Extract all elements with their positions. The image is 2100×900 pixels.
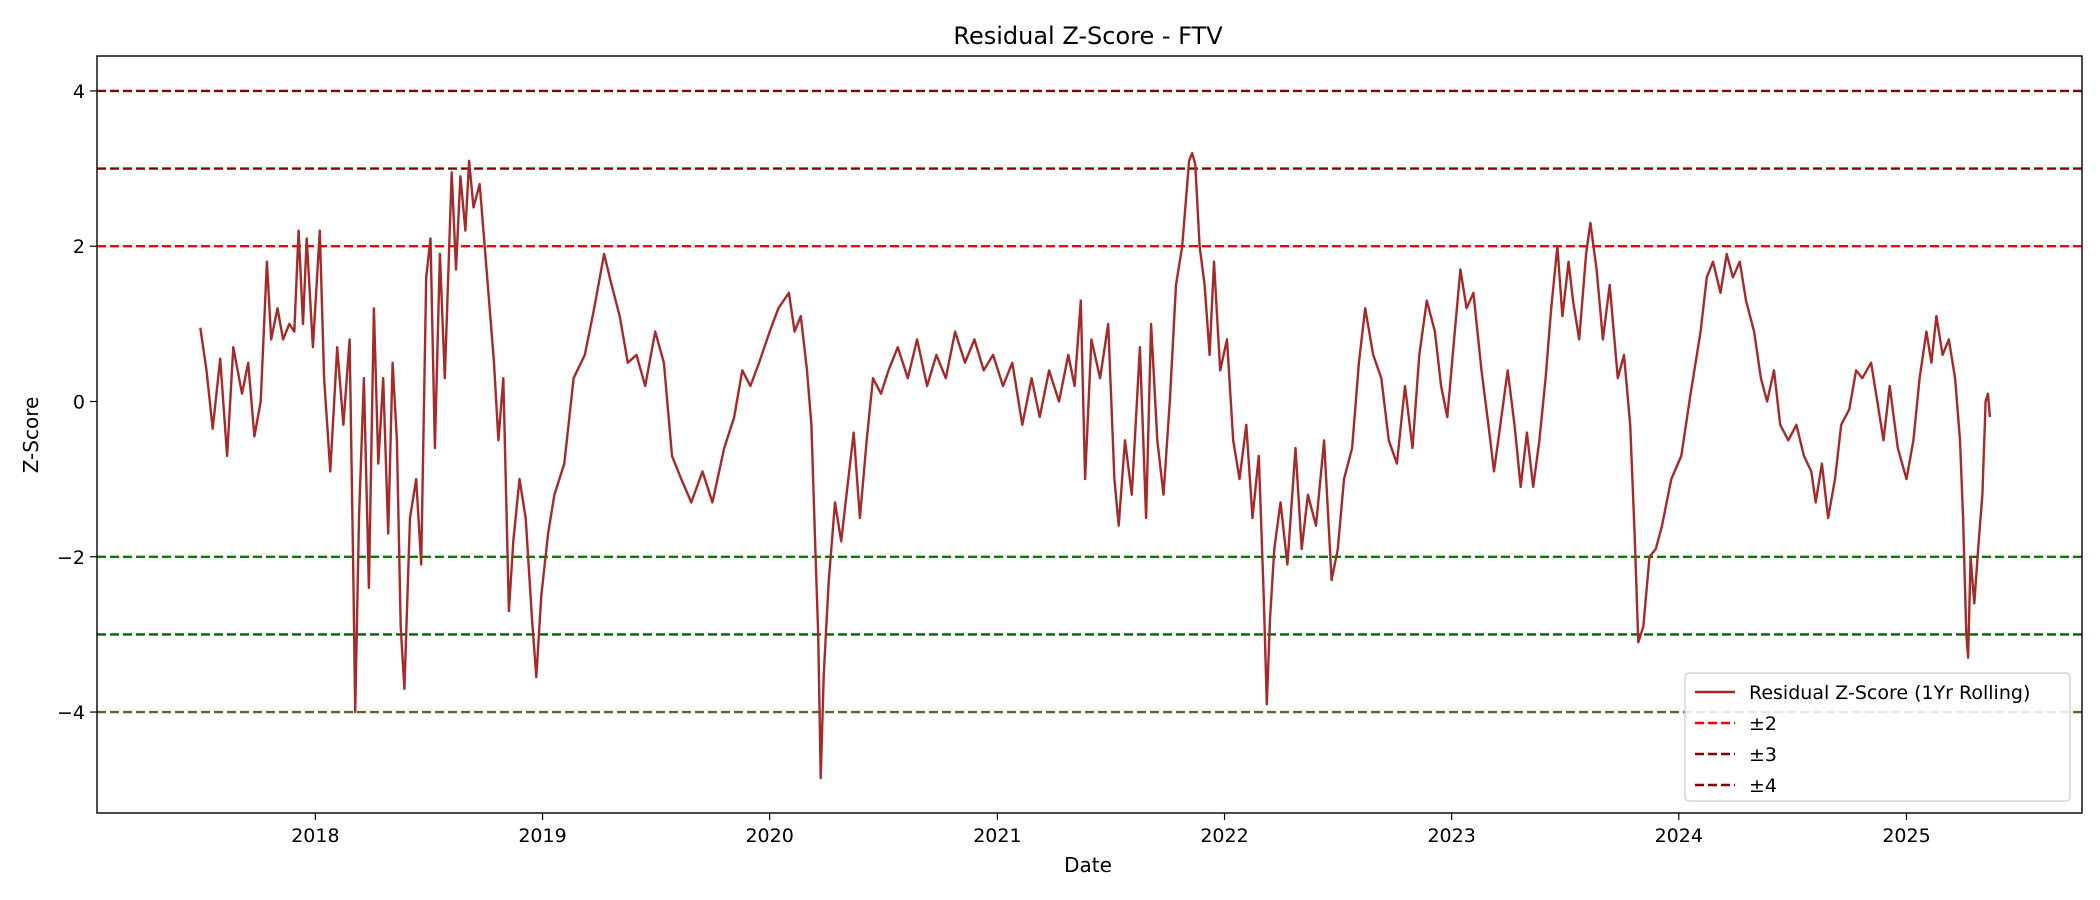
x-tick-label-4: 2022	[1200, 825, 1248, 847]
legend-label-0: Residual Z-Score (1Yr Rolling)	[1749, 682, 2030, 704]
legend-label-1: ±2	[1749, 713, 1777, 735]
x-axis-label: Date	[1064, 853, 1112, 877]
y-tick-label-2: 0	[73, 392, 85, 414]
y-tick-label-3: −2	[57, 547, 85, 569]
plot-frame	[96, 55, 2083, 814]
series-line-0	[199, 151, 1992, 780]
y-tick-label-0: 4	[73, 81, 85, 103]
x-tick-label-6: 2024	[1655, 825, 1703, 847]
x-axis: 2018 2019 2020 2021 2022 2023 2024 2025	[291, 813, 1931, 847]
y-tick-label-4: −4	[57, 702, 85, 724]
x-tick-label-3: 2021	[973, 825, 1021, 847]
y-axis: 4 2 0 −2 −4	[57, 81, 97, 724]
legend-label-2: ±3	[1749, 744, 1777, 766]
legend: Residual Z-Score (1Yr Rolling) ±2 ±3 ±4	[1684, 672, 2071, 802]
y-axis-label: Z-Score	[19, 397, 43, 474]
x-tick-label-1: 2019	[518, 825, 566, 847]
chart-title: Residual Z-Score - FTV	[953, 22, 1223, 50]
x-tick-label-7: 2025	[1882, 825, 1930, 847]
series-layer	[199, 151, 1992, 780]
legend-label-3: ±4	[1749, 775, 1777, 797]
x-tick-label-5: 2023	[1427, 825, 1475, 847]
x-tick-label-2: 2020	[745, 825, 793, 847]
legend-box	[1684, 672, 2071, 802]
x-tick-label-0: 2018	[291, 825, 339, 847]
y-tick-label-1: 2	[73, 236, 85, 258]
reference-lines	[97, 89, 2082, 714]
